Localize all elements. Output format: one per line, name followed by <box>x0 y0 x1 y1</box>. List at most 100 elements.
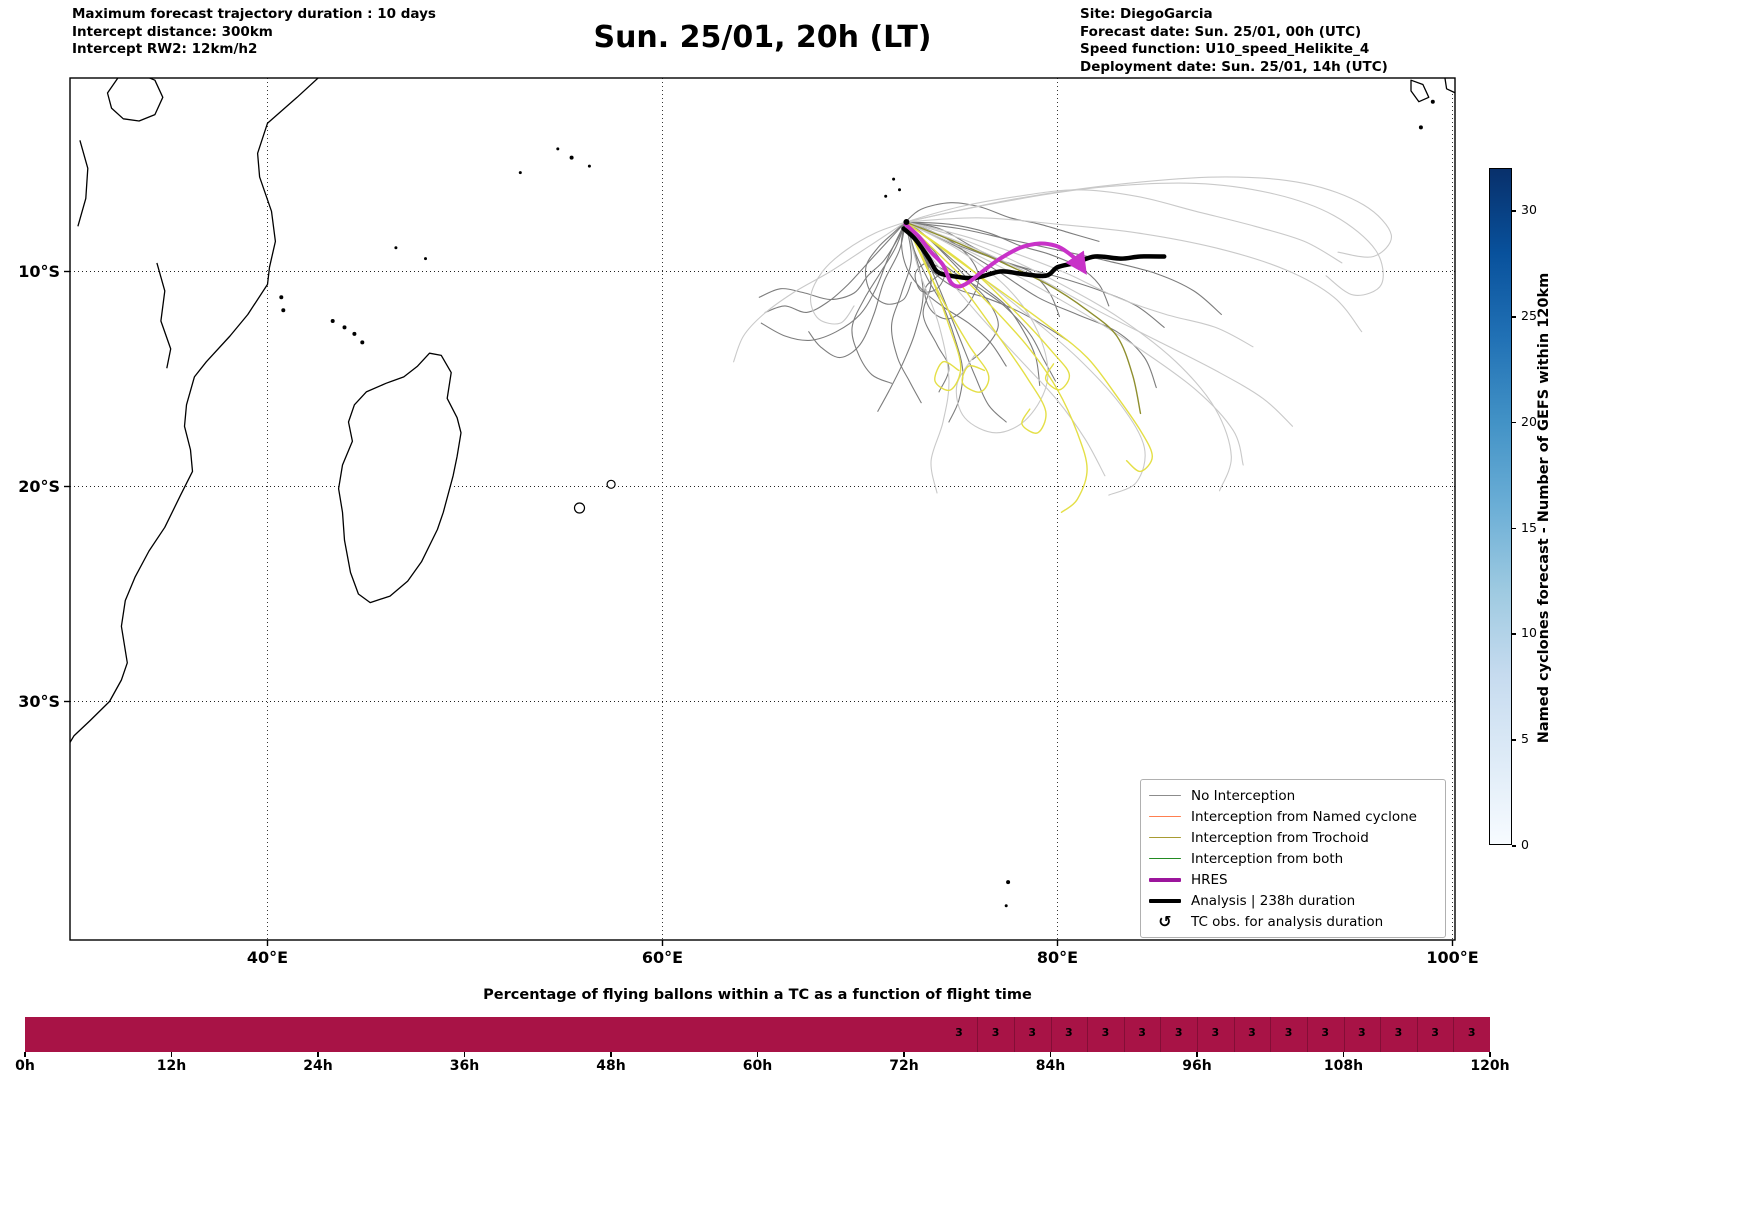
y-tick-label: 20°S <box>18 476 60 496</box>
bar-cell-separator <box>1123 1017 1125 1052</box>
trajectory-path <box>904 221 1244 466</box>
trajectory-path <box>904 221 1157 389</box>
trajectory-group-trochoid-olive <box>904 221 1142 415</box>
trajectory-path <box>904 221 1232 492</box>
bottom-axis-tick-label: 84h <box>1035 1058 1066 1074</box>
balloon-trajectories <box>733 176 1392 513</box>
legend-item-label: Interception from Trochoid <box>1191 829 1369 846</box>
colorbar-tick-mark <box>1512 421 1516 424</box>
legend-item-both: Interception from both <box>1149 848 1437 869</box>
forecast-date-text: Forecast date: Sun. 25/01, 00h (UTC) <box>1080 23 1362 40</box>
bottom-axis-tick-mark <box>317 1052 319 1057</box>
bar-cell-separator <box>1050 1017 1052 1052</box>
bar-value-label: 3 <box>991 1026 1000 1039</box>
bottom-axis-tick-label: 24h <box>303 1058 333 1074</box>
legend-item-analysis: Analysis | 238h duration <box>1149 890 1437 911</box>
island-dot <box>1430 99 1435 104</box>
bottom-axis-tick-mark <box>24 1052 26 1057</box>
bottom-axis-tick-label: 60h <box>742 1058 773 1074</box>
trajectory-path <box>904 221 950 494</box>
line-swatch <box>1149 857 1181 860</box>
bar-cell-separator <box>1270 1017 1272 1052</box>
legend-item-label: Interception from Named cyclone <box>1191 808 1417 825</box>
both-line-sample <box>1149 857 1181 860</box>
island-outline <box>1444 78 1455 94</box>
bottom-axis-tick-mark <box>170 1052 173 1057</box>
x-tick-label: 80°E <box>1036 948 1079 967</box>
bottom-axis-tick-label: 108h <box>1323 1058 1364 1074</box>
trajectory-path <box>733 221 906 363</box>
bottom-axis-tick-label: 96h <box>1182 1058 1212 1074</box>
colorbar-tick-label: 10 <box>1521 625 1537 641</box>
trajectory-path <box>890 221 922 404</box>
island-circle <box>573 502 586 514</box>
island-dot <box>884 194 888 198</box>
trajectory-group-trochoid-yellow <box>904 221 1153 513</box>
colorbar-tick-mark <box>1512 316 1516 318</box>
trajectory-group-no-interception-light <box>733 176 1392 496</box>
line-swatch <box>1149 877 1181 882</box>
colorbar-tick-mark <box>1512 527 1516 530</box>
bar-value-label: 3 <box>1284 1026 1293 1039</box>
island-dot <box>360 340 365 345</box>
bar-cell-separator <box>1416 1017 1418 1052</box>
trajectory-path <box>904 221 1047 434</box>
trajectory-path <box>904 221 1007 423</box>
island-dot <box>394 246 398 250</box>
trajectory-path <box>904 221 990 393</box>
gridlines <box>70 78 1455 940</box>
bottom-axis-tick-mark <box>463 1052 466 1057</box>
colorbar-tick-label: 15 <box>1521 519 1537 535</box>
line-swatch <box>1149 898 1181 903</box>
legend-item-label: Analysis | 238h duration <box>1191 892 1356 909</box>
no-interception-line-sample <box>1149 794 1181 797</box>
map-frame <box>69 77 1456 941</box>
legend-item-hres: HRES <box>1149 869 1437 890</box>
colorbar-label: Named cyclones forecast - Number of GEFS… <box>1536 272 1552 744</box>
trajectory-path <box>904 189 1343 264</box>
colorbar-tick-label: 5 <box>1521 731 1529 747</box>
colorbar-tick-label: 0 <box>1521 837 1529 852</box>
island-dot <box>352 331 357 336</box>
trajectory-path <box>851 221 906 384</box>
analysis-track <box>901 226 1167 281</box>
bar-value-label: 3 <box>1357 1026 1366 1039</box>
trajectory-path <box>758 221 906 301</box>
max-duration-text: Maximum forecast trajectory duration : 1… <box>72 6 436 22</box>
bar-value-label: 3 <box>1321 1026 1330 1039</box>
bottom-axis-tick-label: 72h <box>889 1058 919 1074</box>
bar-value-label: 3 <box>1028 1026 1037 1039</box>
colorbar-tick-label: 30 <box>1521 202 1537 218</box>
legend-item-label: HRES <box>1191 871 1228 888</box>
trajectory-path <box>904 176 1392 258</box>
trajectory-path <box>764 221 906 313</box>
trajectory-path <box>810 221 906 325</box>
island-outline <box>106 78 164 122</box>
trajectory-path <box>904 221 1088 513</box>
x-tick-label: 100°E <box>1426 948 1479 967</box>
island-dot <box>330 319 335 323</box>
colorbar <box>1489 168 1512 845</box>
trajectory-path <box>904 182 1384 296</box>
bar-cell-separator <box>1343 1017 1345 1052</box>
bar-value-label: 3 <box>1064 1026 1073 1039</box>
bottom-axis-tick-mark <box>1489 1052 1491 1057</box>
trajectory-path <box>760 221 906 341</box>
bottom-axis-tick-mark <box>1049 1052 1052 1057</box>
speed-function-text: Speed function: U10_speed_Helikite_4 <box>1080 41 1370 57</box>
island-dot <box>279 295 284 300</box>
line-swatch <box>1149 836 1181 839</box>
bottom-axis-tick-label: 36h <box>449 1058 480 1074</box>
bar-cell-separator <box>1233 1017 1235 1052</box>
bottom-axis-tick-label: 12h <box>156 1058 187 1074</box>
hres-line-sample <box>1149 877 1181 882</box>
island-dot <box>424 257 427 261</box>
trajectory-path <box>904 217 1363 333</box>
legend-item-no-interception: No Interception <box>1149 785 1437 806</box>
bar-cell-separator <box>1380 1017 1382 1052</box>
y-tick-label: 30°S <box>18 691 60 711</box>
colorbar-tick-label: 25 <box>1521 308 1537 324</box>
island-dot <box>1006 880 1011 885</box>
bar-value-label: 3 <box>1101 1026 1110 1039</box>
